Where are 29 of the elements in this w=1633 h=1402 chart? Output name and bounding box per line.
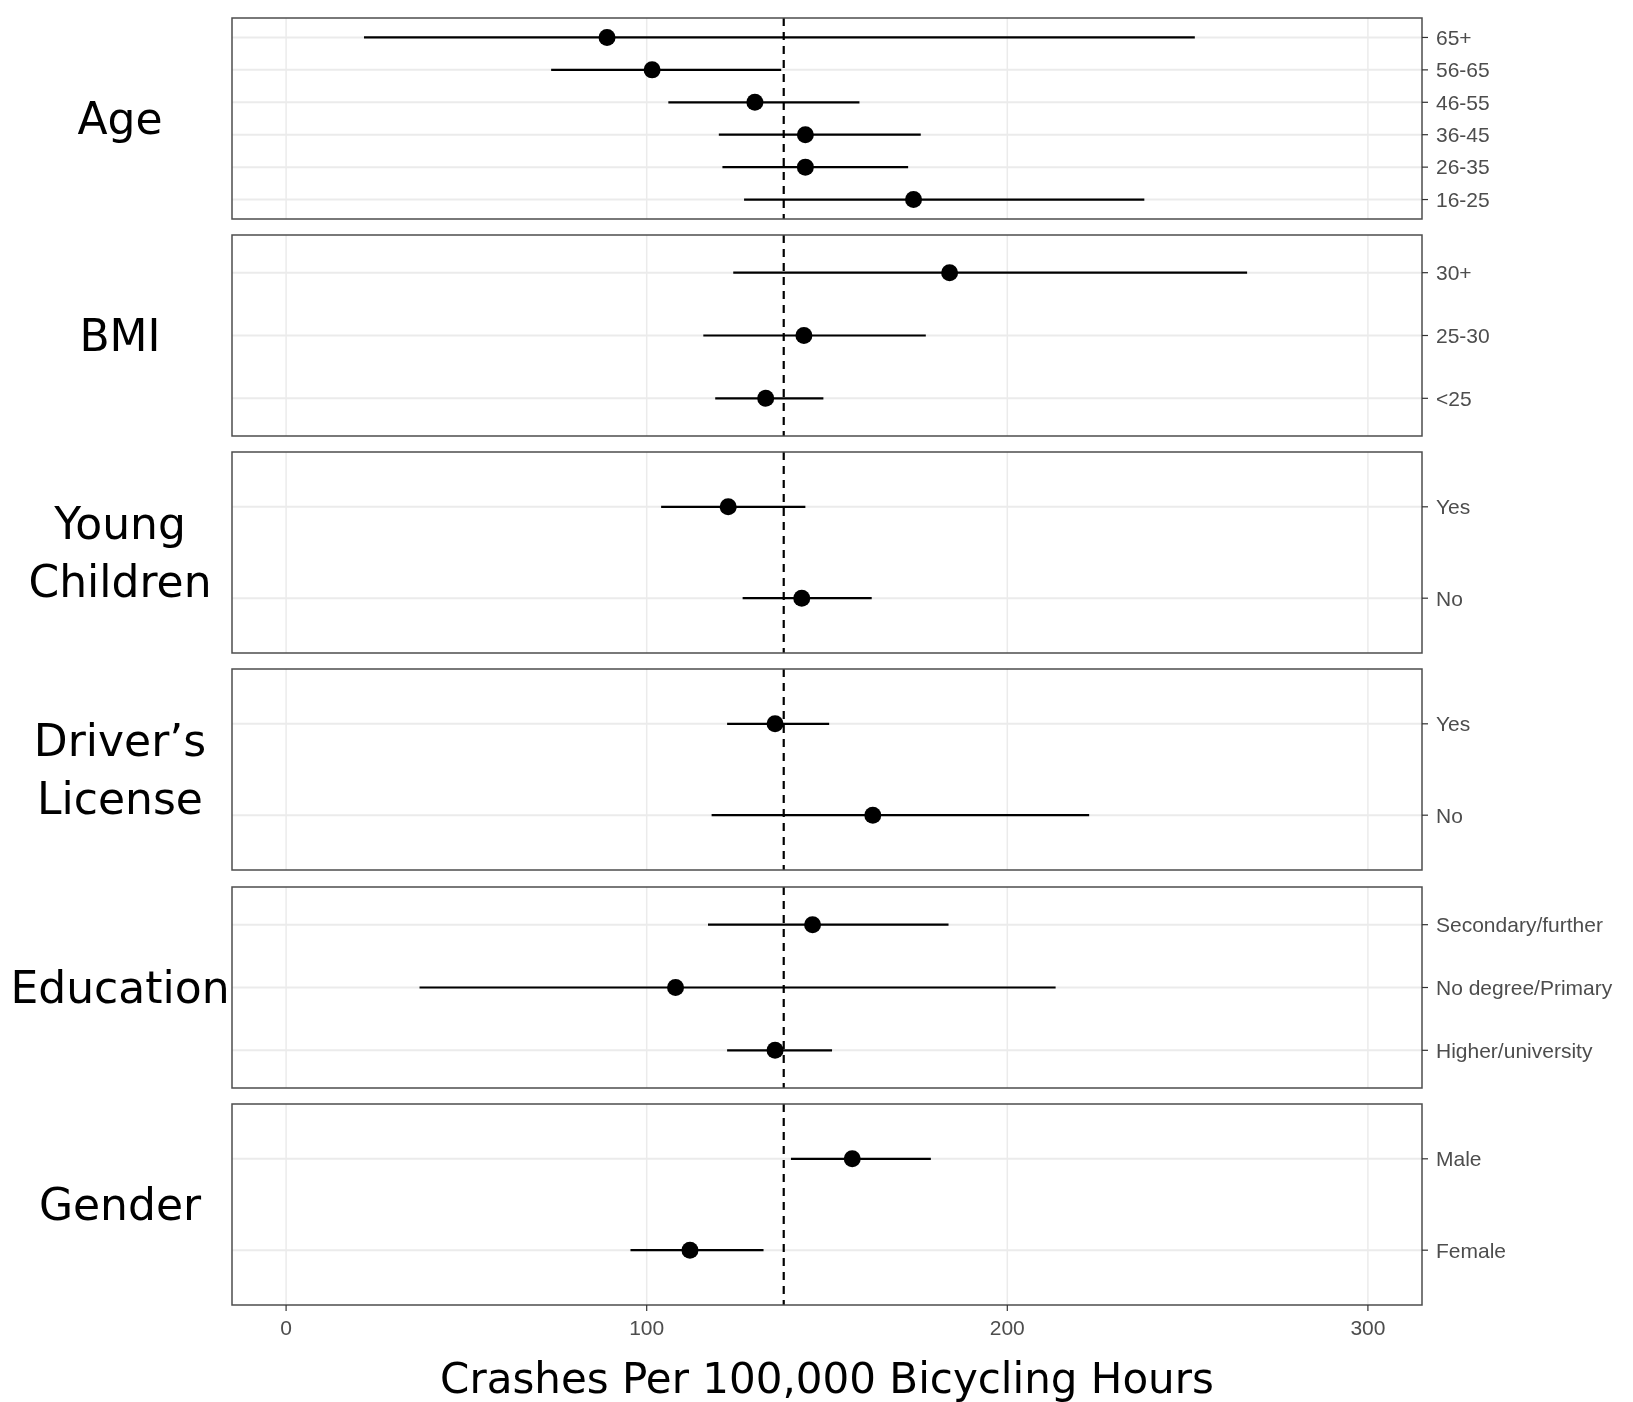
y-tick-label: Female	[1436, 1238, 1507, 1262]
y-axis-title: Gender	[38, 1178, 202, 1230]
y-tick-label: 16-25	[1436, 187, 1490, 211]
y-tick-label: 56-65	[1436, 58, 1490, 82]
y-tick-label: 26-35	[1436, 155, 1490, 179]
y-tick-label: No degree/Primary	[1436, 975, 1613, 999]
x-tick-label: 300	[1350, 1316, 1386, 1339]
y-tick-label: Yes	[1436, 712, 1471, 736]
y-axis-title: Age	[77, 92, 163, 144]
y-tick-label: Secondary/further	[1436, 913, 1603, 937]
y-tick-label: Male	[1436, 1147, 1482, 1171]
y-tick-label: <25	[1436, 386, 1472, 410]
y-tick-label: 46-55	[1436, 90, 1490, 114]
x-tick-label: 200	[989, 1316, 1025, 1339]
y-tick-label: 25-30	[1436, 323, 1490, 347]
x-tick-label: 100	[629, 1316, 665, 1339]
x-tick-label: 0	[280, 1316, 292, 1339]
y-axis-title: Young Children	[28, 497, 212, 607]
y-tick-label: 36-45	[1436, 123, 1490, 147]
y-tick-label: Yes	[1436, 495, 1471, 519]
y-tick-label: 65+	[1436, 25, 1472, 49]
y-tick-label: No	[1436, 586, 1463, 610]
y-axis-title: Education	[10, 961, 230, 1013]
y-axis-title: BMI	[79, 309, 161, 361]
y-tick-label: Higher/university	[1436, 1038, 1593, 1062]
y-axis-title: Driver’s License	[33, 714, 207, 824]
y-tick-label: No	[1436, 803, 1463, 827]
x-axis-title: Crashes Per 100,000 Bicycling Hours	[440, 1354, 1214, 1402]
y-tick-label: 30+	[1436, 261, 1472, 285]
